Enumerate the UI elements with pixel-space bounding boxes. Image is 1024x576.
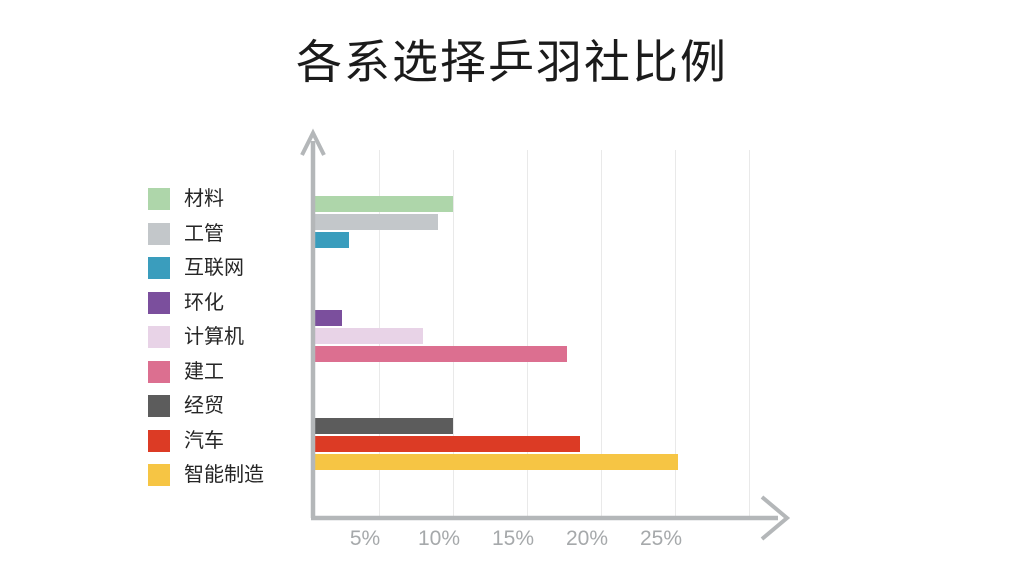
legend-swatch-icon (148, 291, 170, 314)
legend-item: 工管 (148, 222, 224, 245)
gridline (601, 150, 602, 516)
x-tick-label: 20% (565, 527, 609, 550)
legend-label: 互联网 (184, 257, 244, 279)
legend-item: 汽车 (148, 429, 224, 452)
legend-swatch-icon (148, 360, 170, 383)
bar-5 (313, 346, 567, 362)
legend-swatch-icon (148, 429, 170, 452)
bar-6 (313, 418, 453, 434)
legend-item: 经贸 (148, 395, 224, 417)
bar-8 (313, 454, 678, 470)
legend-label: 工管 (184, 222, 224, 245)
legend-item: 互联网 (148, 257, 244, 279)
legend-swatch-icon (148, 326, 170, 348)
bar-1 (313, 214, 439, 230)
gridline (527, 150, 528, 516)
bar-3 (313, 310, 342, 326)
legend-item: 材料 (148, 188, 224, 210)
x-tick-label: 10% (417, 527, 461, 550)
legend-label: 建工 (184, 360, 224, 383)
legend-swatch-icon (148, 222, 170, 245)
legend-item: 计算机 (148, 326, 244, 348)
gridline (453, 150, 454, 516)
legend-item: 环化 (148, 291, 224, 314)
bar-4 (313, 328, 424, 344)
legend-swatch-icon (148, 188, 170, 210)
bar-2 (313, 232, 350, 248)
legend-swatch-icon (148, 395, 170, 417)
gridline (749, 150, 750, 516)
legend-label: 环化 (184, 291, 224, 314)
legend-label: 经贸 (184, 395, 224, 417)
bar-7 (313, 436, 581, 452)
legend-label: 智能制造 (184, 464, 264, 486)
legend-item: 建工 (148, 360, 224, 383)
x-tick-label: 25% (639, 527, 683, 550)
legend-swatch-icon (148, 464, 170, 486)
bar-0 (313, 196, 453, 212)
legend-item: 智能制造 (148, 464, 264, 486)
x-tick-label: 15% (491, 527, 535, 550)
x-tick-label: 5% (349, 527, 381, 550)
legend-label: 计算机 (184, 326, 244, 348)
legend-label: 汽车 (184, 429, 224, 452)
legend-swatch-icon (148, 257, 170, 279)
legend-label: 材料 (184, 188, 224, 210)
x-axis-arrow-icon (760, 495, 791, 541)
chart-title: 各系选择乒羽社比例 (296, 36, 728, 88)
y-axis-arrow-icon (300, 128, 326, 156)
gridline (675, 150, 676, 516)
